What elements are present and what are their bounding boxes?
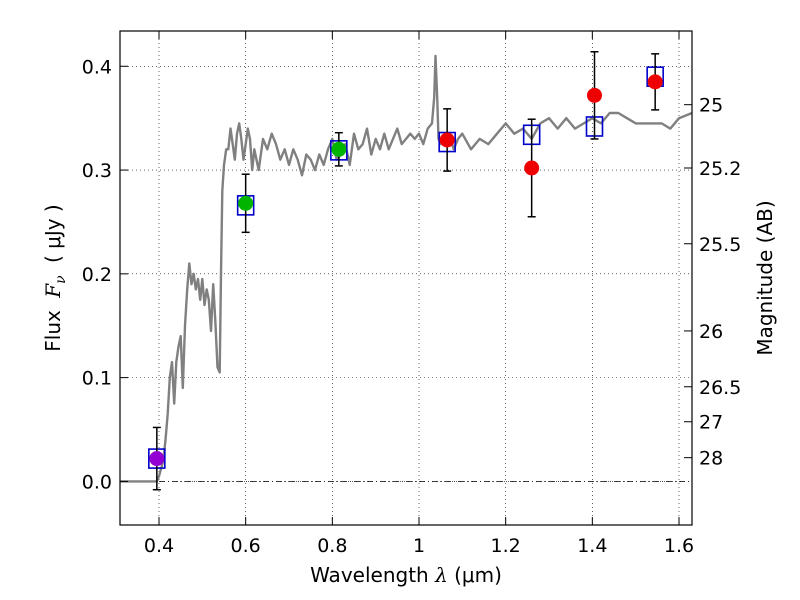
- plot-frame: [119, 30, 693, 526]
- mag-tick-label: 28: [699, 448, 723, 470]
- observed-flux-point: [647, 74, 663, 90]
- x-tick-label: 1.6: [664, 535, 694, 557]
- y-tick-label: 0.3: [82, 160, 112, 182]
- grid-lines: [120, 31, 692, 525]
- observed-flux-point: [238, 195, 254, 211]
- template-spectrum: [120, 54, 693, 483]
- y-tick-label: 0.0: [82, 471, 112, 493]
- x-tick-label: 1.4: [577, 535, 607, 557]
- x-axis-title: Wavelength λ (μm): [310, 563, 502, 587]
- mag-tick-label: 26: [699, 321, 723, 343]
- x-axis-title-unit: (μm): [454, 563, 502, 587]
- y-axis-title: Flux Fν ( μJy ): [41, 204, 70, 351]
- mag-tick-label: 27: [699, 412, 723, 434]
- y-axis-title-symbol: F: [41, 283, 65, 299]
- mag-tick-label: 25.5: [699, 234, 741, 256]
- x-tick-label: 0.8: [317, 535, 347, 557]
- x-axis-title-prefix: Wavelength: [310, 563, 429, 587]
- y2-axis-title: Magnitude (AB): [753, 200, 777, 355]
- mag-tick-label: 25: [699, 95, 723, 117]
- mag-tick-label: 26.5: [699, 377, 741, 399]
- observed-flux-point: [331, 141, 347, 157]
- y-axis-title-unit: ( μJy ): [41, 204, 65, 263]
- axis-ticks: 0.4 0.6 0.8 1 1.2 1.4 1.6 0.0 0.1 0.2 0.3 0.4 25 25.2…: [82, 31, 741, 557]
- data-series: [148, 51, 664, 491]
- observed-flux-point: [439, 132, 455, 148]
- y-axis-title-subscript: ν: [53, 275, 69, 284]
- x-tick-label: 1.2: [491, 535, 521, 557]
- x-tick-label: 0.4: [144, 535, 174, 557]
- observed-flux-point: [149, 451, 165, 467]
- x-tick-label: 0.6: [231, 535, 261, 557]
- observed-flux-point: [587, 87, 602, 103]
- x-tick-label: 1: [413, 535, 425, 557]
- y-tick-label: 0.2: [82, 264, 112, 286]
- observed-flux-point: [524, 160, 540, 176]
- y-tick-label: 0.4: [82, 56, 112, 78]
- x-axis-title-symbol: λ: [434, 563, 448, 587]
- mag-tick-label: 25.2: [699, 158, 741, 180]
- plot-background: [120, 31, 692, 525]
- template-spectrum-line: [120, 54, 693, 483]
- y-tick-label: 0.1: [82, 368, 112, 390]
- y-axis-title-prefix: Flux: [41, 310, 65, 352]
